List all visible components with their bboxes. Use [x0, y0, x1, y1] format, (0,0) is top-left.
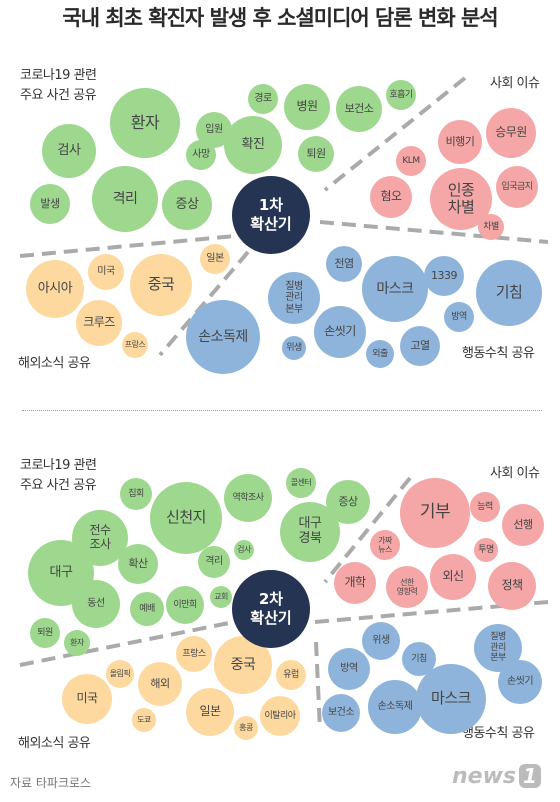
bubble-yellow: 아시아 — [26, 260, 84, 318]
label-social-issue: 사회 이슈 — [490, 466, 540, 481]
logo-badge: 1 — [519, 764, 541, 788]
bubble-pink: 인종 차별 — [430, 168, 492, 230]
bubble-blue: 1339 — [424, 256, 464, 296]
bubble-green: 확산 — [118, 544, 158, 584]
label-behavior-rules: 행동수칙 공유 — [462, 726, 535, 741]
bubble-green: 확진 — [224, 116, 282, 174]
news1-logo: news 1 — [452, 764, 541, 789]
source-caption: 자료 타파크로스 — [10, 776, 92, 790]
bubble-yellow: 미국 — [62, 674, 112, 724]
bubble-green: 대구 경북 — [280, 502, 340, 562]
bubble-yellow: 이탈리아 — [260, 696, 300, 736]
page-title: 국내 최초 확진자 발생 후 소셜미디어 담론 변화 분석 — [62, 6, 498, 30]
bubble-green: 환자 — [110, 88, 180, 158]
bubble-blue: 외출 — [366, 340, 394, 368]
bubble-blue: 마스크 — [362, 256, 428, 322]
bubble-yellow: 프랑스 — [176, 636, 212, 672]
bubble-pink: 선한 영향력 — [386, 566, 428, 608]
bubble-yellow: 중국 — [130, 254, 192, 316]
label-behavior-rules: 행동수칙 공유 — [462, 346, 535, 361]
bubble-green: 호흡기 — [386, 80, 416, 110]
bubble-blue: 기침 — [476, 260, 542, 326]
bubble-blue: 고열 — [400, 326, 440, 366]
bubble-pink: 투명 — [474, 538, 498, 562]
bubble-green: 이만희 — [166, 586, 204, 624]
bubble-green: 콜센터 — [286, 468, 316, 498]
bubble-green: 격리 — [92, 166, 158, 232]
bubble-blue: 방역 — [444, 302, 474, 332]
center-node-second-spread: 2차 확산기 — [232, 570, 310, 648]
label-overseas-news: 해외소식 공유 — [18, 356, 91, 371]
bubble-pink: 차별 — [478, 214, 504, 240]
label-major-events: 코로나19 관련 주요 사건 공유 — [20, 68, 97, 104]
bubble-yellow: 일본 — [200, 244, 230, 274]
bubble-yellow: 유럽 — [276, 660, 306, 690]
bubble-pink: 혐오 — [370, 176, 412, 218]
bubble-pink: 개학 — [334, 562, 376, 604]
bubble-green: 환자 — [64, 630, 90, 656]
bubble-yellow: 프랑스 — [122, 332, 148, 358]
bubble-green: 교회 — [210, 586, 232, 608]
bubble-green: 신천지 — [150, 482, 222, 554]
bubble-green: 증상 — [162, 180, 212, 230]
bubble-green: 발생 — [30, 184, 70, 224]
bubble-blue: 위생 — [282, 336, 306, 360]
center-node-first-spread: 1차 확산기 — [232, 176, 310, 254]
bubble-yellow: 크루즈 — [76, 300, 122, 346]
bubble-blue: 손소독제 — [368, 680, 422, 734]
bubble-blue: 보건소 — [322, 694, 360, 732]
bubble-pink: 가짜 뉴스 — [370, 530, 400, 560]
bubble-blue: 손씻기 — [314, 306, 366, 358]
bubble-green: 보건소 — [336, 86, 382, 132]
bubble-yellow: 미국 — [88, 254, 124, 290]
bubble-green: 사망 — [186, 140, 216, 170]
bubble-blue: 질병 관리 본부 — [268, 272, 320, 324]
bubble-blue: 손씻기 — [498, 660, 542, 704]
bubble-yellow: 해외 — [138, 662, 182, 706]
label-major-events: 코로나19 관련 주요 사건 공유 — [20, 458, 97, 494]
bubble-pink: 기부 — [400, 478, 470, 548]
bubble-pink: 외신 — [430, 554, 476, 600]
bubble-yellow: 올림픽 — [106, 660, 134, 688]
bubble-blue: 마스크 — [416, 664, 486, 734]
bubble-green: 병원 — [284, 84, 330, 130]
bubble-blue: 손소독제 — [186, 300, 260, 374]
bubble-blue: 방역 — [328, 648, 370, 690]
bubble-pink: 비행기 — [438, 120, 482, 164]
bubble-blue: 전염 — [326, 246, 362, 282]
bubble-pink: 입국금지 — [496, 166, 538, 208]
bubble-pink: 승무원 — [486, 108, 536, 158]
label-social-issue: 사회 이슈 — [490, 76, 540, 91]
bubble-yellow: 일본 — [186, 688, 234, 736]
bubble-pink: 능력 — [470, 492, 500, 522]
bubble-green: 예배 — [130, 592, 164, 626]
bubble-pink: 정책 — [488, 562, 536, 610]
bubble-green: 격리 — [198, 546, 230, 578]
panel-first-spread: 코로나19 관련 주요 사건 공유 사회 이슈 해외소식 공유 행동수칙 공유 … — [18, 68, 549, 374]
bubble-green: 검사 — [42, 124, 96, 178]
bubble-green: 경로 — [248, 84, 278, 114]
bubble-yellow: 홍콩 — [234, 716, 258, 740]
bubble-green: 퇴원 — [30, 618, 60, 648]
logo-text: news — [452, 764, 517, 789]
bubble-green: 동선 — [72, 580, 120, 628]
bubble-green: 집회 — [120, 478, 152, 510]
bubble-yellow: 도쿄 — [132, 708, 156, 732]
bubble-green: 퇴원 — [298, 136, 334, 172]
bubble-green: 검사 — [234, 540, 254, 560]
bubble-pink: KLM — [396, 146, 426, 176]
bubble-pink: 선행 — [502, 504, 544, 546]
section-divider — [22, 410, 542, 411]
label-overseas-news: 해외소식 공유 — [18, 736, 91, 751]
divider-lines-1 — [19, 76, 549, 357]
bubble-green: 역학조사 — [224, 474, 272, 522]
bubble-blue: 위생 — [362, 622, 400, 660]
